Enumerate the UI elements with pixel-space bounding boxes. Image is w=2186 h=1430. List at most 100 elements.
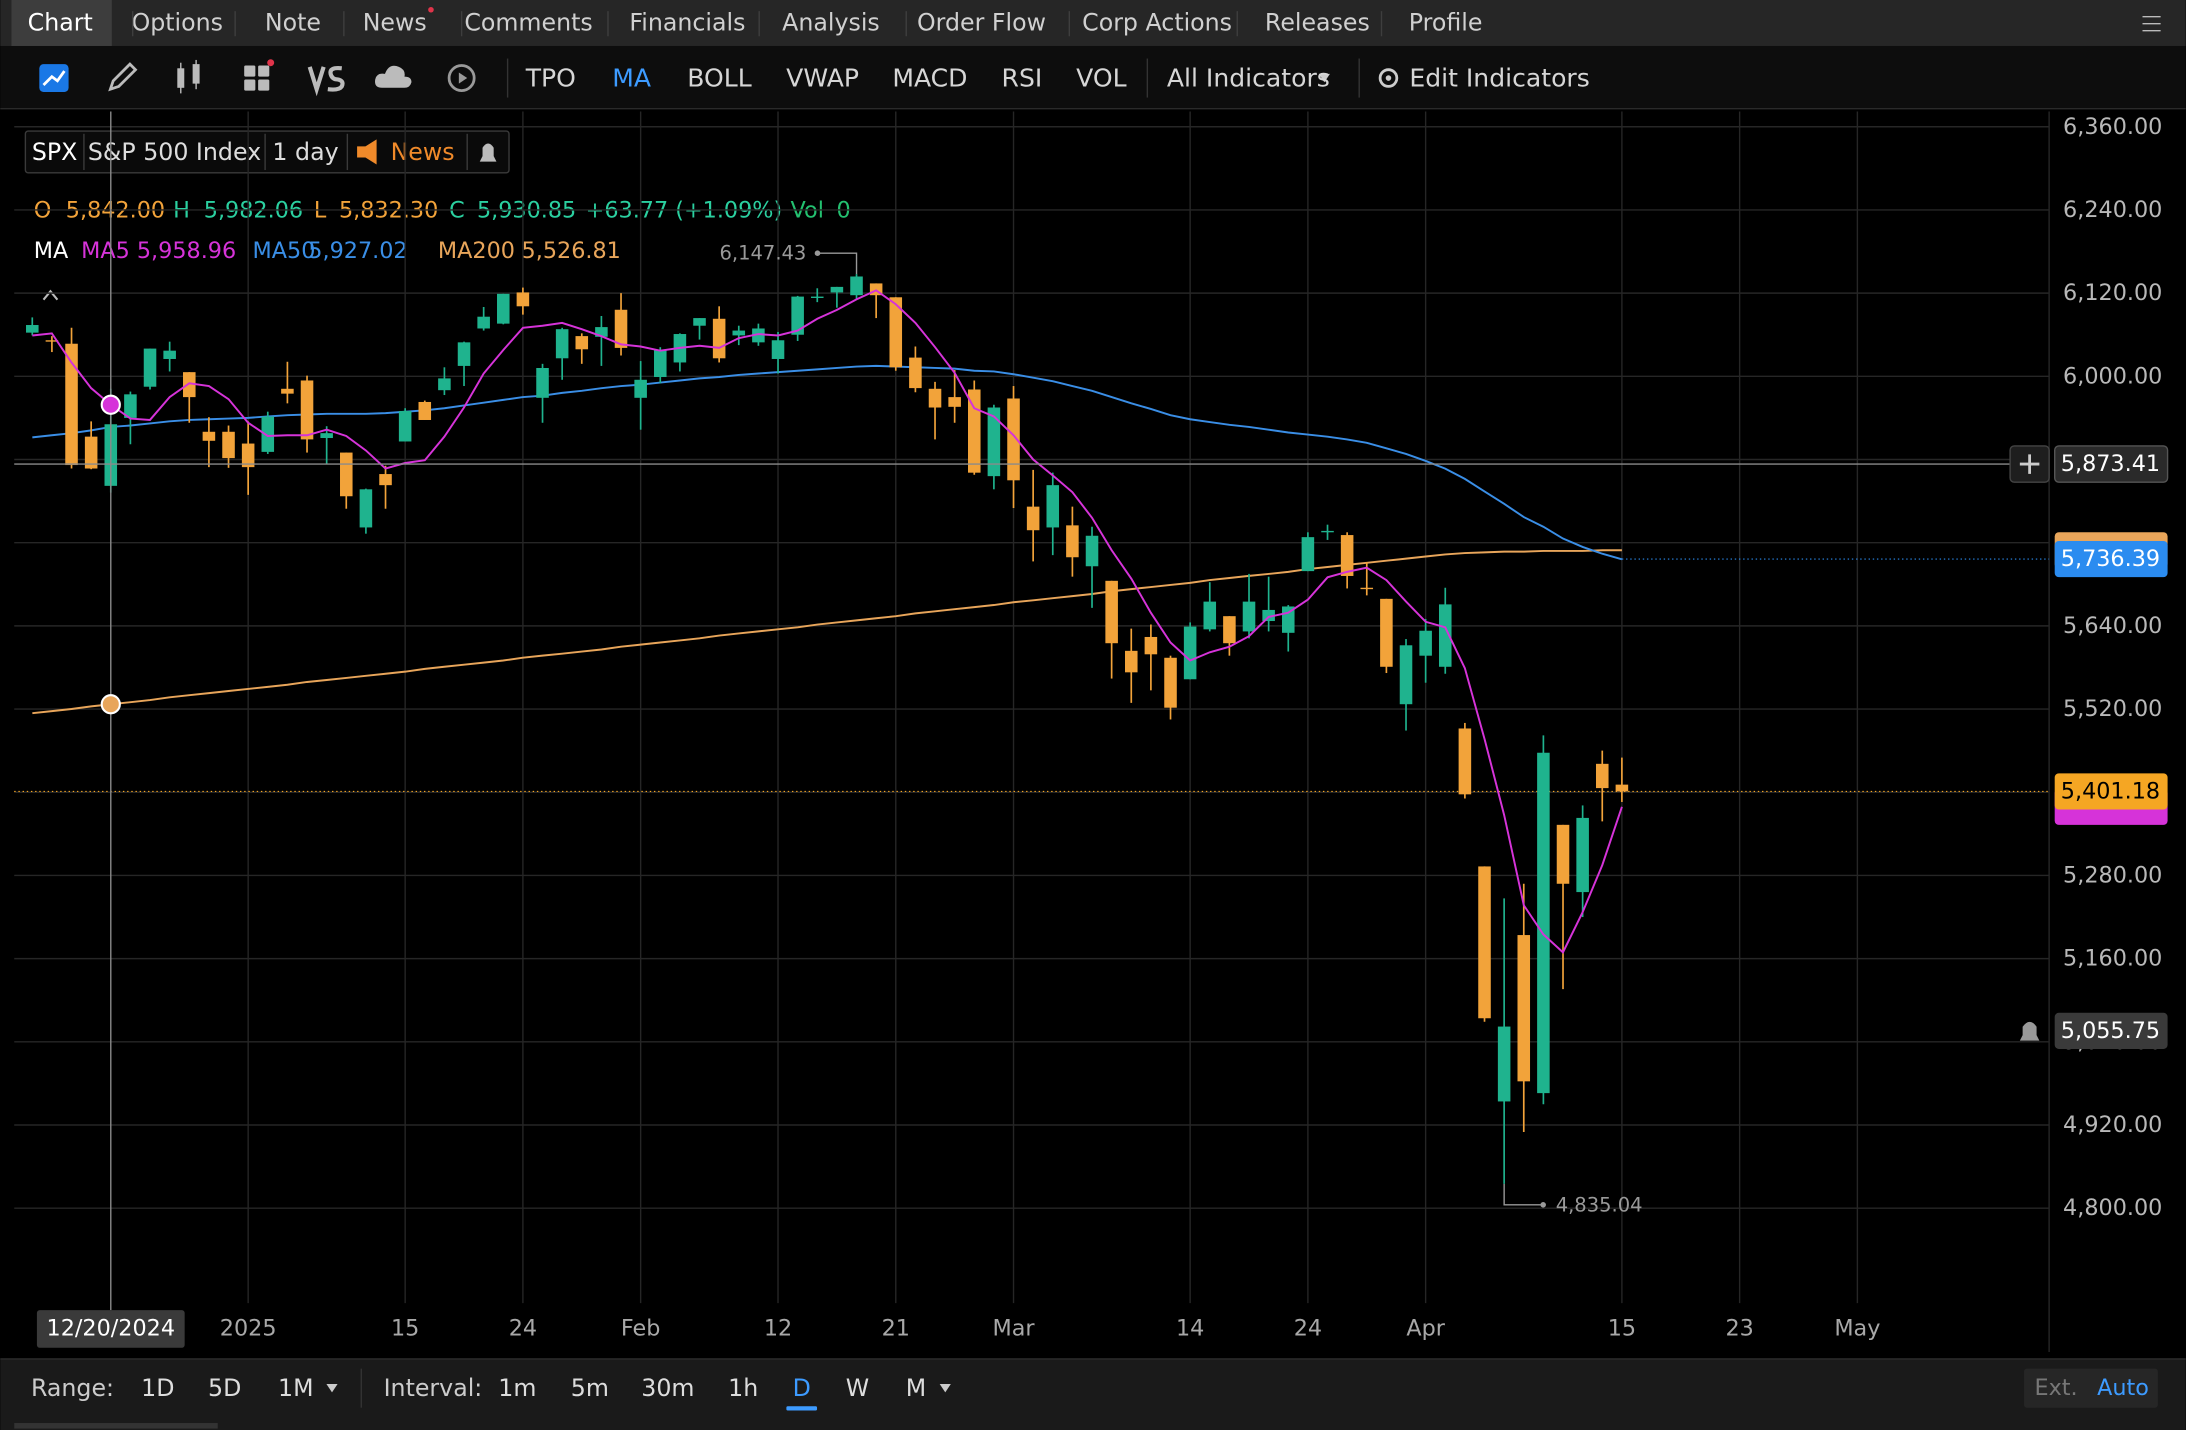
candle-body [497, 293, 510, 324]
tab[interactable]: Releases [1265, 8, 1370, 36]
active-underline [786, 1406, 818, 1411]
news-dot [428, 6, 434, 13]
ma-legend-name: MA5 [81, 238, 130, 264]
candle-body [300, 380, 314, 440]
ma-legend-value: 5,526.81 [522, 238, 621, 264]
candle-body [143, 348, 157, 387]
crosshair-date-bg [36, 1310, 185, 1348]
candle-body [261, 416, 275, 452]
auto-toggle[interactable]: Auto [2097, 1375, 2149, 1401]
grid-icon[interactable] [244, 59, 275, 91]
menu-icon[interactable] [2142, 16, 2161, 32]
symbol-legend [24, 130, 510, 301]
dropdown-arrow [1318, 73, 1330, 83]
interval-button[interactable]: 1h [728, 1374, 758, 1402]
candle-body [183, 372, 196, 398]
indicator-button[interactable]: MACD [892, 64, 967, 93]
symbol[interactable]: SPX [32, 138, 78, 166]
crosshair-dot [100, 394, 121, 415]
tab[interactable]: Chart [28, 8, 93, 36]
gear-icon[interactable] [1378, 68, 1399, 88]
candle-body [1085, 535, 1099, 567]
interval-button[interactable]: W [846, 1374, 869, 1402]
indicator-button[interactable]: RSI [1002, 64, 1043, 93]
candle-body [1497, 1026, 1511, 1102]
candle-body [1576, 817, 1589, 893]
candle-body [654, 349, 667, 378]
crosshair-price-bg [2053, 445, 2169, 483]
collapse-icon[interactable] [42, 289, 59, 301]
price-badge [2054, 1012, 2168, 1050]
interval-button[interactable]: 1m [498, 1374, 536, 1402]
candle-body [1478, 866, 1491, 1019]
candle-body [555, 329, 569, 359]
candle-body [830, 286, 844, 293]
indicator-button[interactable]: MA [612, 64, 651, 93]
dropdown-arrow [326, 1384, 338, 1393]
news-link[interactable]: News [391, 138, 455, 166]
pencil-icon[interactable] [108, 62, 138, 92]
all-indicators[interactable]: All Indicators [1167, 64, 1330, 93]
interval-button[interactable]: 5m [571, 1374, 609, 1402]
chart-icon-line [42, 70, 66, 87]
tab[interactable]: Corp Actions [1082, 8, 1232, 36]
tab[interactable]: Note [265, 8, 321, 36]
interval-button[interactable]: M [906, 1374, 926, 1402]
edit-indicators[interactable]: Edit Indicators [1409, 64, 1589, 93]
range-button[interactable]: 1D [141, 1374, 174, 1402]
candle-body [1164, 657, 1177, 708]
range-button[interactable]: 5D [208, 1374, 241, 1402]
tab[interactable]: Comments [464, 8, 592, 36]
crosshair-dot [100, 694, 121, 715]
indicator-button[interactable]: BOLL [687, 64, 751, 93]
price-badge-label: 5,401.18 [2061, 778, 2160, 804]
crosshair-plus[interactable] [2019, 454, 2040, 474]
candle-body [1517, 935, 1531, 1082]
tab[interactable]: Financials [629, 8, 745, 36]
range-button[interactable]: 1M [278, 1374, 314, 1402]
candle-body [1223, 616, 1236, 644]
candle-body [811, 296, 824, 298]
candle-body [1615, 784, 1629, 792]
price-badge-label: 5,055.75 [2061, 1018, 2160, 1044]
candle-body [477, 316, 490, 329]
indicator-button[interactable]: VWAP [786, 64, 859, 93]
dropdown-arrow [939, 1384, 951, 1393]
y-tick-label: 5,280.00 [2063, 862, 2162, 888]
tab[interactable]: Order Flow [917, 8, 1046, 36]
ma-line [32, 549, 1622, 715]
candle-body [438, 378, 451, 391]
interval-button[interactable]: 30m [641, 1374, 694, 1402]
candle-body [202, 431, 216, 441]
candle-icon[interactable] [177, 59, 200, 94]
interval-button[interactable]: D [793, 1374, 811, 1402]
vs-icon[interactable] [307, 65, 345, 97]
ext-toggle[interactable]: Ext. [2035, 1375, 2078, 1401]
x-tick-label: 15 [391, 1315, 419, 1341]
candle-body [1537, 752, 1550, 1094]
extreme-connector [1503, 1183, 1544, 1206]
tab[interactable]: Profile [1409, 8, 1483, 36]
tab[interactable]: Analysis [782, 8, 880, 36]
indicator-button[interactable]: TPO [525, 64, 576, 93]
ma-label: MA [34, 238, 69, 264]
indicator-button[interactable]: VOL [1076, 64, 1126, 93]
cloud-icon[interactable] [375, 65, 412, 88]
candle-body [693, 318, 706, 326]
replay-icon[interactable] [447, 64, 476, 92]
candle-body [1380, 598, 1393, 667]
period[interactable]: 1 day [272, 138, 338, 166]
candle-body [1301, 537, 1315, 572]
candle-body [1203, 601, 1217, 630]
tab-menu[interactable] [2142, 16, 2161, 32]
scrollbar [14, 1423, 218, 1429]
alert-bell[interactable] [479, 143, 497, 162]
alert-bell[interactable] [2019, 1021, 2040, 1041]
candle-body [1458, 728, 1472, 795]
tab[interactable]: Options [132, 8, 223, 36]
candle-body [1183, 626, 1197, 680]
candle-body [1144, 636, 1158, 655]
tab[interactable]: News [363, 8, 427, 36]
candle-body [1124, 650, 1138, 673]
